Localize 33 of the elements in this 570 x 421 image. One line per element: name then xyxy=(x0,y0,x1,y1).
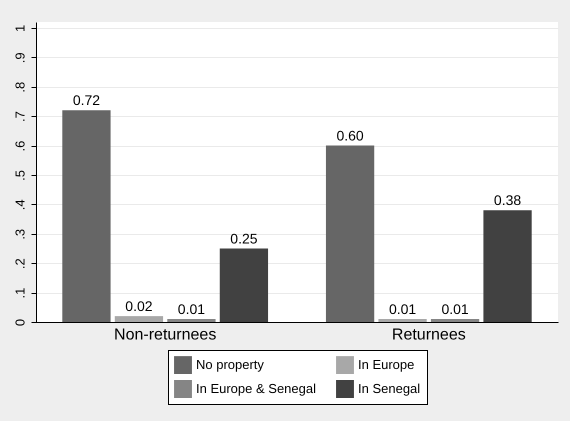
data-label: 0.01 xyxy=(178,301,206,318)
bar xyxy=(114,316,164,322)
data-label: 0.01 xyxy=(441,301,469,318)
y-tick-label: .5 xyxy=(12,170,28,181)
y-tick-label: .1 xyxy=(12,288,28,299)
bar xyxy=(326,146,374,322)
y-tick-label: 0 xyxy=(12,318,28,326)
legend-label: In Europe xyxy=(358,357,414,372)
legend-label: In Senegal xyxy=(358,381,420,396)
y-tick-label: .3 xyxy=(12,228,28,240)
bar xyxy=(430,319,480,322)
legend-label: In Europe & Senegal xyxy=(196,381,316,396)
bar xyxy=(483,210,532,322)
y-tick-label: .6 xyxy=(12,140,28,152)
y-tick-label: 1 xyxy=(12,24,28,32)
data-label: 0.72 xyxy=(72,92,100,108)
x-tick-label: Returnees xyxy=(392,326,466,344)
bar xyxy=(62,110,111,322)
data-label: 0.38 xyxy=(494,192,522,208)
legend-label: No property xyxy=(196,357,264,372)
y-tick-label: .4 xyxy=(12,199,28,210)
data-label: 0.25 xyxy=(230,230,258,246)
x-tick-label: Non-returnees xyxy=(114,326,216,344)
bar xyxy=(378,319,427,322)
y-tick-label: .9 xyxy=(12,52,28,64)
bar xyxy=(167,319,216,322)
data-label: 0.60 xyxy=(336,128,364,144)
y-tick-label: .2 xyxy=(12,258,28,270)
y-tick-label: .7 xyxy=(12,111,28,122)
y-tick-label: .8 xyxy=(12,82,28,93)
bar xyxy=(220,248,268,322)
data-label: 0.02 xyxy=(125,298,153,314)
data-label: 0.01 xyxy=(388,301,416,318)
